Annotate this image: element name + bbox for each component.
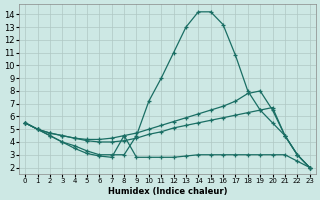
X-axis label: Humidex (Indice chaleur): Humidex (Indice chaleur) — [108, 187, 227, 196]
